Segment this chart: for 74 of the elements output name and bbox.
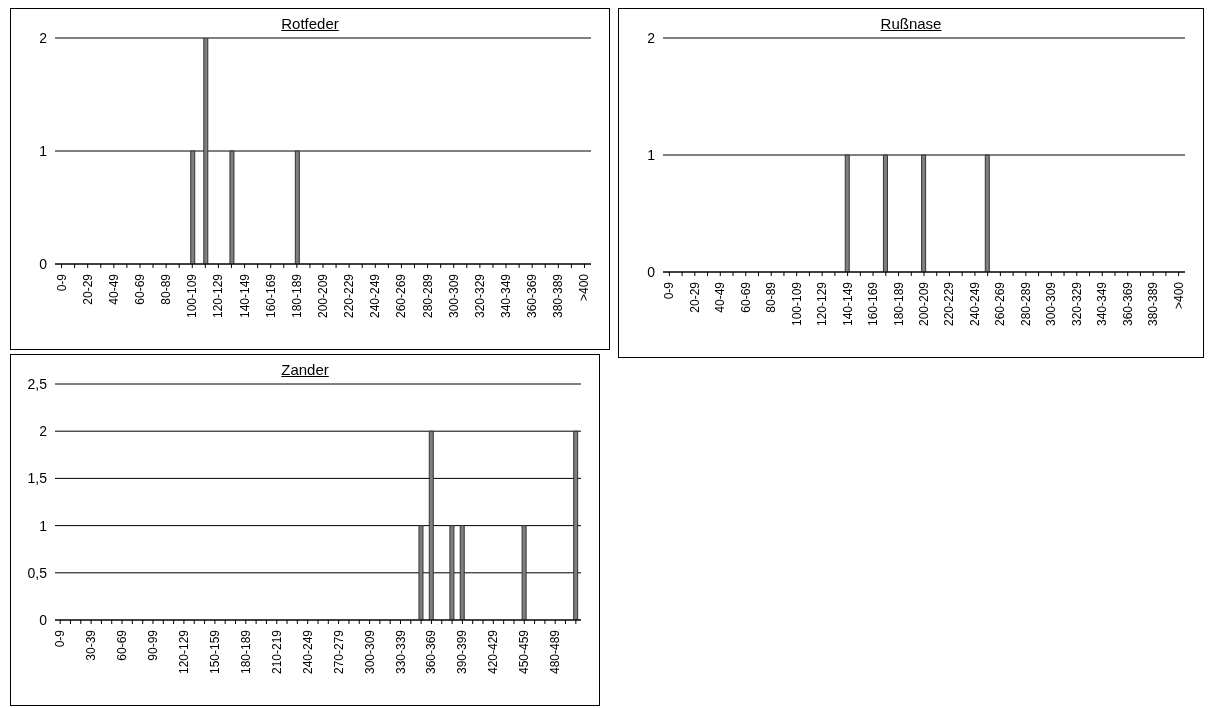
x-tick-label: 320-329 [472,273,487,319]
x-tick-label: 240-249 [300,629,315,675]
x-tick-label: 140-149 [237,273,252,319]
y-tick-label: 1,5 [27,470,48,487]
x-tick-label: 300-309 [362,629,377,675]
x-tick-label: 20-29 [80,273,95,305]
y-tick-label: 0,5 [27,564,48,581]
x-tick-label: 450-459 [517,629,532,675]
chart-title: Rußnase [880,15,942,32]
x-tick-label: 260-269 [993,281,1008,327]
y-tick-label: 0 [647,263,656,280]
x-tick-label: 150-159 [207,629,222,675]
x-tick-label: 0-9 [53,629,68,648]
y-tick-label: 0 [39,611,48,628]
x-tick-label: 180-189 [289,273,304,319]
x-tick-label: 240-249 [967,281,982,327]
x-tick-label: 320-329 [1069,281,1084,327]
x-tick-label: 40-49 [106,273,121,305]
y-tick-label: 1 [39,142,48,159]
y-tick-label: 2 [39,423,48,440]
x-tick-label: 280-289 [1018,281,1033,327]
x-tick-label: 280-289 [420,273,435,319]
x-tick-label: 200-209 [917,281,931,327]
x-tick-label: 360-369 [424,629,439,675]
x-tick-label: 20-29 [687,281,702,313]
x-tick-label: 180-189 [238,629,253,675]
x-tick-label: 120-129 [211,273,226,319]
x-tick-label: 100-109 [185,273,200,319]
x-tick-label: 60-69 [738,281,753,313]
x-tick-label: 0-9 [54,273,69,292]
x-tick-label: 210-219 [269,629,284,675]
x-tick-label: 40-49 [713,281,728,313]
y-tick-label: 1 [39,517,48,534]
y-tick-label: 0 [39,255,48,272]
x-tick-label: 330-339 [393,629,408,675]
x-tick-label: 260-269 [394,273,409,319]
x-tick-label: 340-349 [1095,281,1110,327]
y-tick-label: 2 [647,29,656,46]
x-tick-label: 90-99 [145,629,160,661]
x-tick-label: 380-389 [551,273,566,319]
x-tick-label: 120-129 [815,281,830,327]
x-tick-label: 160-169 [866,281,881,327]
x-tick-label: 30-39 [84,629,99,661]
x-tick-label: 180-189 [891,281,906,327]
x-tick-label: 360-369 [1120,281,1135,327]
x-tick-label: 80-89 [764,281,779,313]
y-tick-label: 1 [647,146,656,163]
x-tick-label: 300-309 [446,273,461,319]
x-tick-label: 220-229 [942,281,957,327]
x-tick-label: 390-399 [455,629,470,675]
x-tick-label: 60-69 [115,629,130,661]
x-tick-label: 240-249 [368,273,383,319]
x-tick-label: 270-279 [331,629,346,675]
x-tick-label: 80-89 [159,273,174,305]
x-tick-label: 480-489 [548,629,563,675]
x-tick-label: 100-109 [789,281,804,327]
x-tick-label: 200-209 [316,273,330,319]
y-tick-label: 2,5 [27,375,48,392]
x-tick-label: 300-309 [1044,281,1059,327]
x-tick-label: 360-369 [525,273,540,319]
chart-title: Zander [281,361,329,378]
x-tick-label: >400 [577,273,592,302]
x-tick-label: 120-129 [176,629,191,675]
x-tick-label: 0-9 [662,281,677,300]
x-tick-label: 420-429 [486,629,501,675]
y-tick-label: 2 [39,29,48,46]
x-tick-label: 220-229 [342,273,357,319]
x-tick-label: 140-149 [840,281,855,327]
chart-title: Rotfeder [281,15,339,32]
x-tick-label: 60-69 [132,273,147,305]
x-tick-label: 380-389 [1146,281,1161,327]
x-tick-label: 340-349 [499,273,514,319]
x-tick-label: 160-169 [263,273,278,319]
x-tick-label: >400 [1171,281,1186,310]
